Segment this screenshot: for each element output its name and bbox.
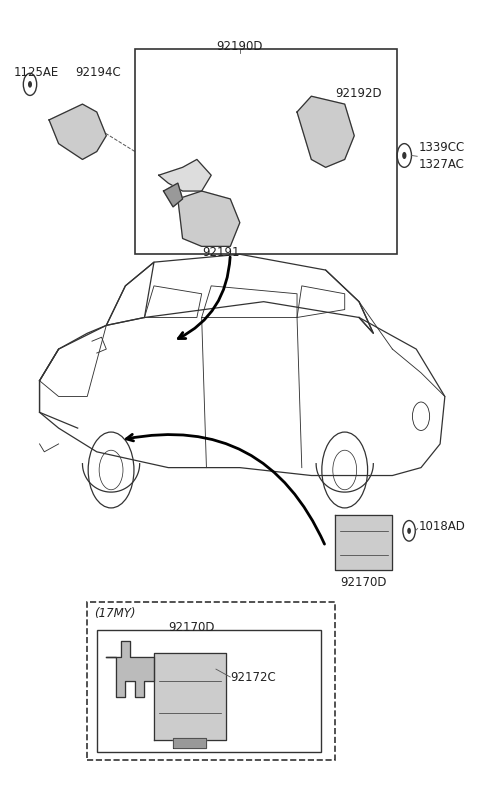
FancyArrowPatch shape: [126, 435, 324, 544]
FancyArrowPatch shape: [178, 257, 230, 339]
Text: 1339CC: 1339CC: [419, 141, 465, 154]
Text: 1125AE: 1125AE: [13, 66, 59, 79]
Circle shape: [407, 528, 411, 534]
Text: 92191: 92191: [202, 247, 240, 259]
Text: 1327AC: 1327AC: [419, 159, 465, 171]
Polygon shape: [154, 653, 226, 740]
Polygon shape: [106, 642, 154, 697]
Text: 92170D: 92170D: [340, 576, 387, 589]
Polygon shape: [297, 96, 354, 167]
Text: 1018AD: 1018AD: [419, 519, 466, 533]
Text: 92192D: 92192D: [335, 87, 382, 100]
Polygon shape: [178, 191, 240, 247]
Polygon shape: [335, 515, 393, 570]
Circle shape: [28, 81, 32, 88]
Text: 92172C: 92172C: [230, 671, 276, 684]
Text: 92170D: 92170D: [168, 621, 215, 634]
Polygon shape: [173, 737, 206, 748]
Polygon shape: [164, 183, 182, 207]
Polygon shape: [49, 104, 106, 159]
Polygon shape: [159, 159, 211, 191]
Circle shape: [402, 152, 407, 159]
Text: 92194C: 92194C: [75, 66, 121, 79]
Text: 92190D: 92190D: [216, 40, 263, 53]
Text: (17MY): (17MY): [95, 607, 136, 620]
